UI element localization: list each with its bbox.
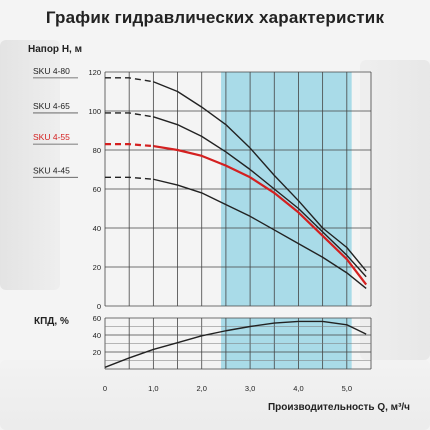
x-tick-label: 0 [103,384,107,393]
head-panel [33,71,372,307]
series-line [153,178,367,289]
y-tick-label: 20 [93,263,101,272]
series-label: SKU 4-80 [33,66,70,76]
y-tick-label: 60 [93,314,101,323]
x-tick-label: 3,0 [245,384,255,393]
x-tick-label: 1,0 [148,384,158,393]
y-axis-label: КПД, % [34,316,69,327]
y-tick-label: 0 [97,302,101,311]
y-tick-label: 40 [93,224,101,233]
y-tick-label: 60 [93,185,101,194]
x-axis-label: Производительность Q, м³/ч [268,402,410,413]
x-tick-label: 5,0 [342,384,352,393]
y-tick-label: 40 [93,331,101,340]
efficiency-panel [104,317,372,370]
series-label: SKU 4-65 [33,101,70,111]
x-tick-label: 4,0 [293,384,303,393]
series-line-dashed [105,77,154,83]
series-line-dashed [105,143,154,148]
y-tick-label: 100 [88,107,101,116]
y-tick-label: 80 [93,146,101,155]
series-label: SKU 4-45 [33,165,70,175]
series-line-dashed [105,112,154,118]
series-line [153,116,367,278]
y-tick-label: 120 [88,68,101,77]
y-tick-label: 20 [93,348,101,357]
series-label: SKU 4-55 [33,132,70,142]
y-axis-label: Напор H, м [28,44,82,55]
series-line [153,145,368,286]
x-tick-label: 2,0 [197,384,207,393]
chart-title: График гидравлических характеристик [45,8,385,27]
efficiency-line [104,320,367,368]
background-panel-right [360,60,430,360]
background-floor [0,360,430,430]
background-panel-left [0,40,60,290]
series-line [153,81,367,272]
series-line-dashed [105,176,154,180]
